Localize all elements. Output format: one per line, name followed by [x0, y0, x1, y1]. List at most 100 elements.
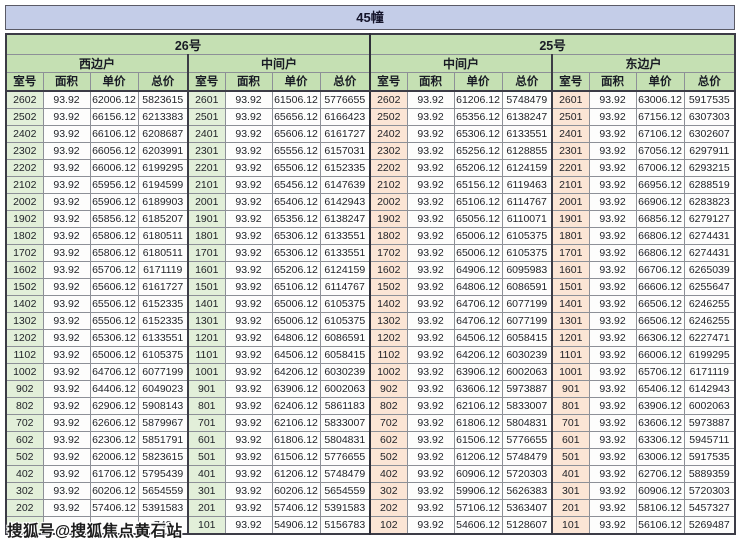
total-cell: 5776655 [501, 430, 553, 449]
room-cell: 1302 [5, 311, 44, 330]
total-cell: 6049023 [137, 379, 189, 398]
price-cell: 59906.12 [453, 481, 503, 500]
area-cell: 93.92 [42, 328, 91, 347]
table-row: 902 93.92 64406.12 6049023 901 93.92 63906.12 6… [5, 379, 736, 398]
total-cell: 5804831 [319, 430, 371, 449]
total-cell: 5748479 [501, 90, 553, 109]
table-row: 202 93.92 57406.12 5391583 201 93.92 57406.12 5… [5, 498, 736, 517]
room-cell: 901 [187, 379, 226, 398]
price-cell [89, 515, 139, 534]
total-cell: 6302607 [683, 124, 736, 143]
price-cell: 65006.12 [271, 294, 321, 313]
area-cell: 93.92 [224, 328, 273, 347]
price-cell: 64506.12 [453, 328, 503, 347]
total-cell: 6274431 [683, 243, 736, 262]
room-cell: 302 [5, 481, 44, 500]
room-cell: 501 [551, 447, 590, 466]
room-cell: 1802 [5, 226, 44, 245]
total-cell: 6077199 [501, 294, 553, 313]
total-cell: 6138247 [501, 107, 553, 126]
room-cell: 2502 [5, 107, 44, 126]
price-cell: 66906.12 [635, 192, 685, 211]
room-cell: 2501 [187, 107, 226, 126]
area-cell: 93.92 [406, 430, 455, 449]
total-cell: 5973887 [501, 379, 553, 398]
table-row: 1902 93.92 65856.12 6185207 1901 93.92 65356.1… [5, 209, 736, 228]
price-cell: 65356.12 [453, 107, 503, 126]
room-cell: 601 [187, 430, 226, 449]
area-cell: 93.92 [588, 396, 637, 415]
total-cell: 6142943 [319, 192, 371, 211]
price-cell: 60206.12 [271, 481, 321, 500]
total-cell: 5391583 [137, 498, 189, 517]
col-header-room: 室号 [187, 72, 226, 92]
room-cell: 401 [187, 464, 226, 483]
total-cell: 5776655 [319, 447, 371, 466]
total-cell: 6255647 [683, 277, 736, 296]
total-cell: 6199295 [683, 345, 736, 364]
area-cell: 93.92 [224, 345, 273, 364]
room-cell: 1601 [551, 260, 590, 279]
total-cell: 5861183 [319, 396, 371, 415]
total-cell: 6105375 [501, 243, 553, 262]
area-cell: 93.92 [42, 464, 91, 483]
room-cell: 1101 [187, 345, 226, 364]
total-cell: 6180511 [137, 243, 189, 262]
total-cell: 6058415 [319, 345, 371, 364]
total-cell: 6297911 [683, 141, 736, 160]
total-cell: 6105375 [137, 345, 189, 364]
total-cell: 5917535 [683, 90, 736, 109]
room-cell: 101 [551, 515, 590, 534]
total-cell: 6152335 [137, 311, 189, 330]
table-row: 2402 93.92 66106.12 6208687 2401 93.92 65606.1… [5, 124, 736, 143]
total-cell: 5128607 [501, 515, 553, 534]
price-cell: 64406.12 [89, 379, 139, 398]
area-cell: 93.92 [42, 107, 91, 126]
price-cell: 65006.12 [89, 345, 139, 364]
total-cell: 6293215 [683, 158, 736, 177]
col-header-area: 面积 [588, 72, 637, 92]
room-cell: 701 [551, 413, 590, 432]
area-cell: 93.92 [406, 515, 455, 534]
room-cell: 2401 [187, 124, 226, 143]
total-cell: 6114767 [501, 192, 553, 211]
room-cell: 1501 [551, 277, 590, 296]
room-cell: 1801 [551, 226, 590, 245]
total-cell: 6124159 [501, 158, 553, 177]
room-cell: 2602 [369, 90, 408, 109]
col-header-unit-price: 单价 [453, 72, 503, 92]
room-cell: 2301 [187, 141, 226, 160]
room-cell: 1101 [551, 345, 590, 364]
area-cell: 93.92 [406, 328, 455, 347]
room-cell: 2402 [5, 124, 44, 143]
price-cell: 66156.12 [89, 107, 139, 126]
area-cell: 93.92 [406, 481, 455, 500]
total-cell: 6279127 [683, 209, 736, 228]
area-cell: 93.92 [42, 430, 91, 449]
room-cell: 202 [369, 498, 408, 517]
total-cell: 5391583 [319, 498, 371, 517]
area-cell: 93.92 [42, 447, 91, 466]
table-row: 702 93.92 62606.12 5879967 701 93.92 62106.12 5… [5, 413, 736, 432]
total-cell: 6171119 [137, 260, 189, 279]
area-cell: 93.92 [406, 243, 455, 262]
room-cell: 1001 [551, 362, 590, 381]
price-cell: 66506.12 [635, 311, 685, 330]
room-cell: 1102 [369, 345, 408, 364]
room-cell: 1502 [369, 277, 408, 296]
room-cell: 1902 [5, 209, 44, 228]
price-cell: 60906.12 [453, 464, 503, 483]
area-cell: 93.92 [588, 277, 637, 296]
area-cell: 93.92 [42, 158, 91, 177]
area-cell: 93.92 [224, 226, 273, 245]
room-cell: 401 [551, 464, 590, 483]
area-cell: 93.92 [406, 362, 455, 381]
price-cell: 65206.12 [453, 158, 503, 177]
total-cell: 6002063 [501, 362, 553, 381]
room-cell: 2402 [369, 124, 408, 143]
area-cell: 93.92 [406, 345, 455, 364]
total-cell: 6283823 [683, 192, 736, 211]
price-cell: 65156.12 [453, 175, 503, 194]
price-cell: 64806.12 [453, 277, 503, 296]
